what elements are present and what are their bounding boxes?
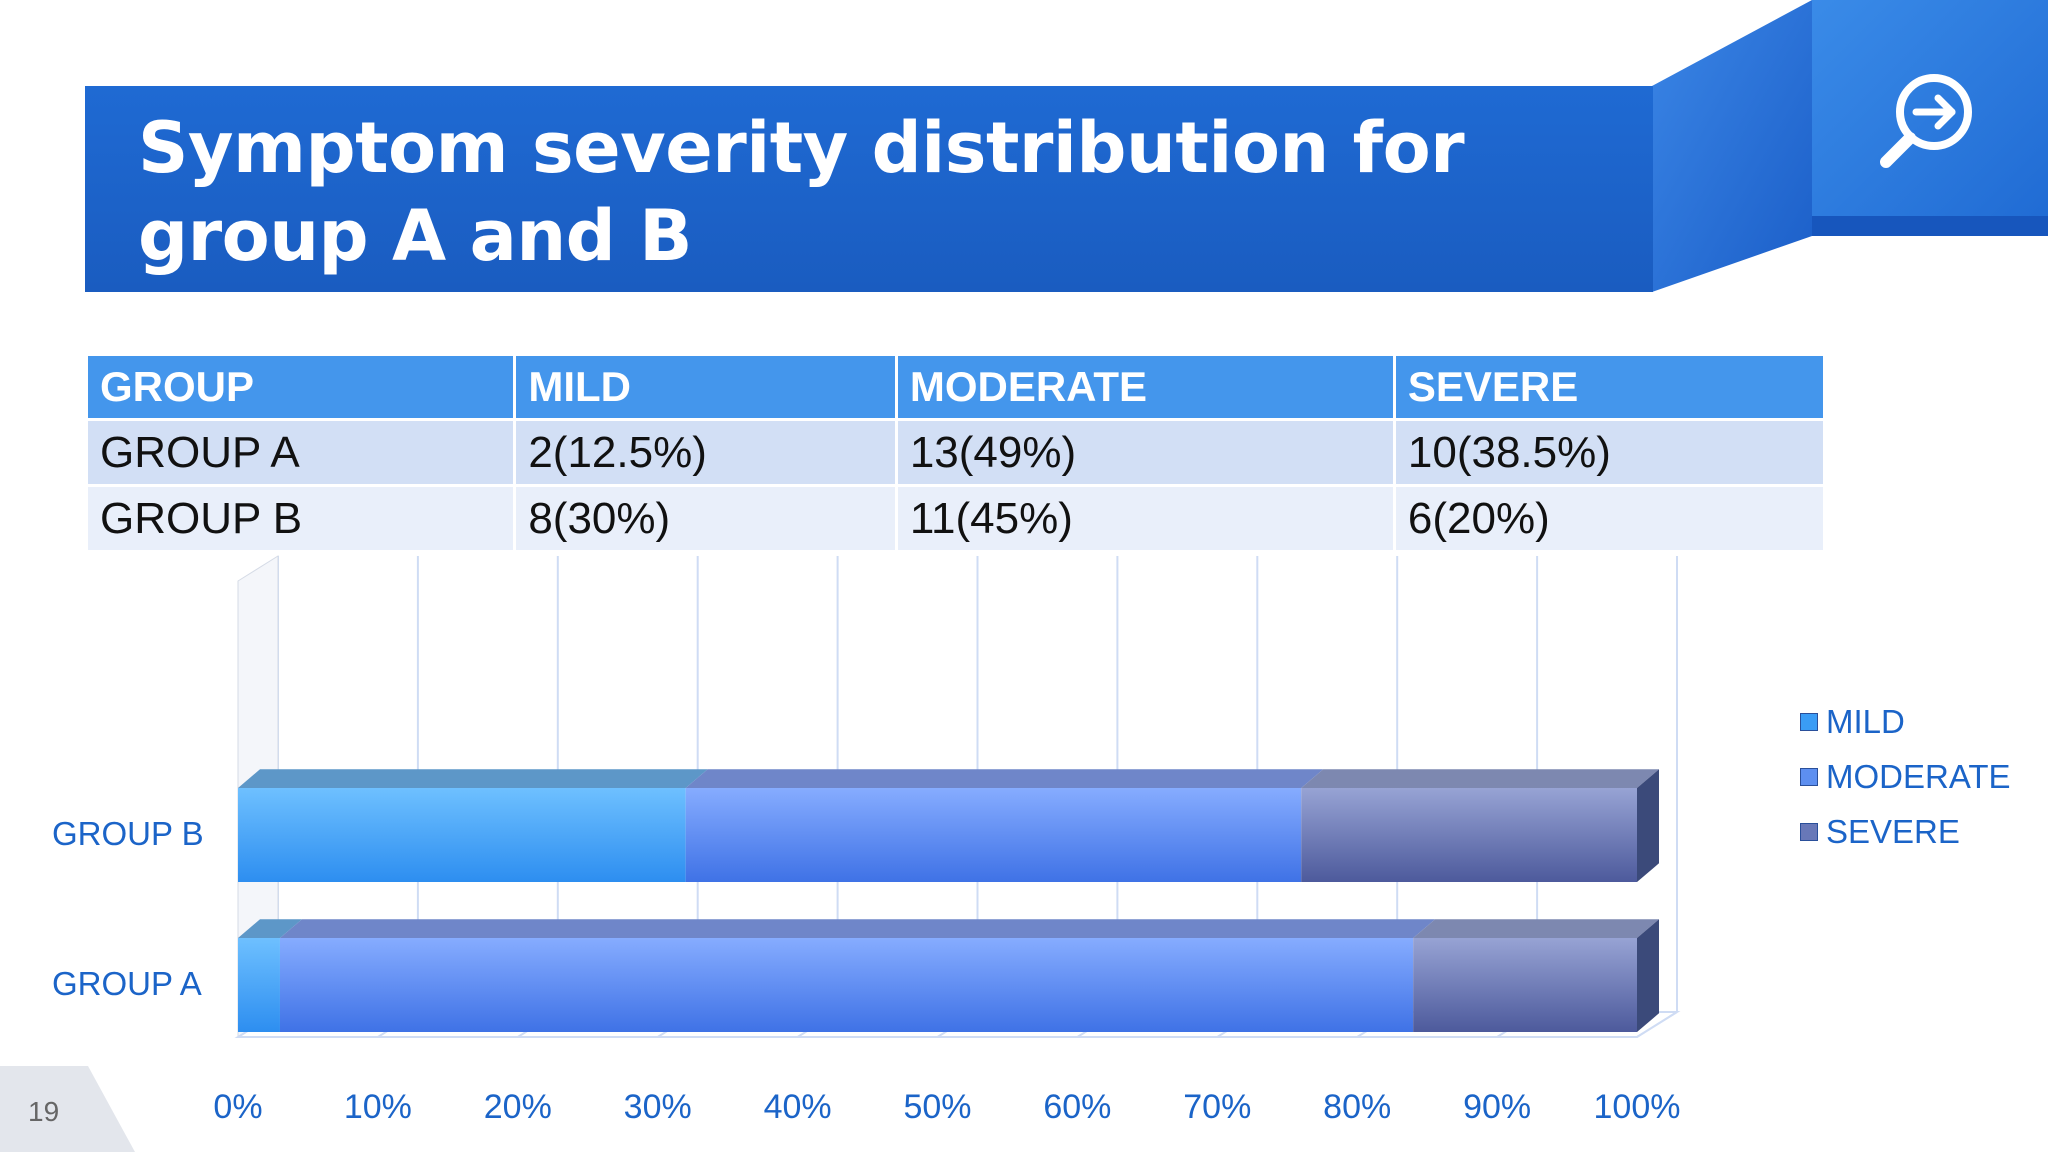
- x-tick-label: 0%: [213, 1088, 263, 1126]
- title-band: [85, 86, 1653, 292]
- bar-top-mild: [238, 769, 708, 788]
- bar-top-mild: [238, 919, 302, 938]
- legend-label-severe: SEVERE: [1826, 812, 1960, 850]
- slide-title: Symptom severity distribution for group …: [138, 107, 1465, 277]
- slide-number-tab: [0, 1066, 135, 1152]
- bar-segment-moderate: [685, 788, 1302, 882]
- legend-item-moderate: MODERATE: [1800, 749, 2011, 804]
- table-header-row: GROUP MILD MODERATE SEVERE: [88, 356, 1823, 418]
- table-cell: GROUP A: [88, 421, 514, 484]
- bar-segment-severe: [1301, 788, 1637, 882]
- chart-legend: MILD MODERATE SEVERE: [1800, 694, 2011, 859]
- bar-top-severe: [1301, 769, 1659, 788]
- legend-item-mild: MILD: [1800, 694, 2011, 749]
- bar-end-cap: [1637, 769, 1659, 882]
- x-tick-label: 50%: [903, 1088, 972, 1126]
- table-cell: 2(12.5%): [516, 421, 895, 484]
- header-moderate: MODERATE: [897, 356, 1393, 418]
- x-tick-label: 60%: [1043, 1088, 1112, 1126]
- category-label: GROUP A: [52, 965, 202, 1002]
- legend-swatch-severe: [1800, 822, 1818, 841]
- table-row: GROUP B 8(30%) 11(45%) 6(20%): [88, 487, 1823, 550]
- bar-segment-mild: [238, 938, 280, 1032]
- x-tick-label: 70%: [1183, 1088, 1252, 1126]
- header-severe: SEVERE: [1395, 356, 1823, 418]
- bar-top-moderate: [279, 919, 1436, 938]
- table-cell: 6(20%): [1395, 487, 1823, 550]
- severity-table: GROUP MILD MODERATE SEVERE GROUP A 2(12.…: [85, 353, 1826, 553]
- bar-end-cap: [1637, 919, 1659, 1032]
- bar-segment-mild: [238, 788, 686, 882]
- bar-segment-moderate: [279, 938, 1414, 1032]
- legend-label-mild: MILD: [1826, 702, 1905, 740]
- category-label: GROUP B: [52, 815, 204, 852]
- x-tick-label: 20%: [483, 1088, 552, 1126]
- table-cell: 13(49%): [897, 421, 1393, 484]
- table-cell: 8(30%): [516, 487, 895, 550]
- search-arrow-icon: [1880, 74, 1972, 168]
- x-tick-label: 80%: [1323, 1088, 1392, 1126]
- x-tick-label: 100%: [1593, 1088, 1681, 1126]
- legend-swatch-mild: [1800, 712, 1818, 731]
- x-tick-label: 90%: [1463, 1088, 1532, 1126]
- table-cell: 10(38.5%): [1395, 421, 1823, 484]
- x-tick-label: 10%: [343, 1088, 412, 1126]
- slide-number: 19: [28, 1096, 60, 1127]
- legend-item-severe: SEVERE: [1800, 804, 2011, 859]
- header-mild: MILD: [516, 356, 895, 418]
- legend-swatch-moderate: [1800, 767, 1818, 786]
- legend-label-moderate: MODERATE: [1826, 757, 2011, 795]
- x-tick-label: 40%: [763, 1088, 832, 1126]
- table-row: GROUP A 2(12.5%) 13(49%) 10(38.5%): [88, 421, 1823, 484]
- bar-segment-severe: [1413, 938, 1637, 1032]
- header-group: GROUP: [88, 356, 514, 418]
- table-cell: 11(45%): [897, 487, 1393, 550]
- table-cell: GROUP B: [88, 487, 514, 550]
- x-tick-label: 30%: [623, 1088, 692, 1126]
- bar-top-moderate: [685, 769, 1324, 788]
- bar-top-severe: [1413, 919, 1659, 938]
